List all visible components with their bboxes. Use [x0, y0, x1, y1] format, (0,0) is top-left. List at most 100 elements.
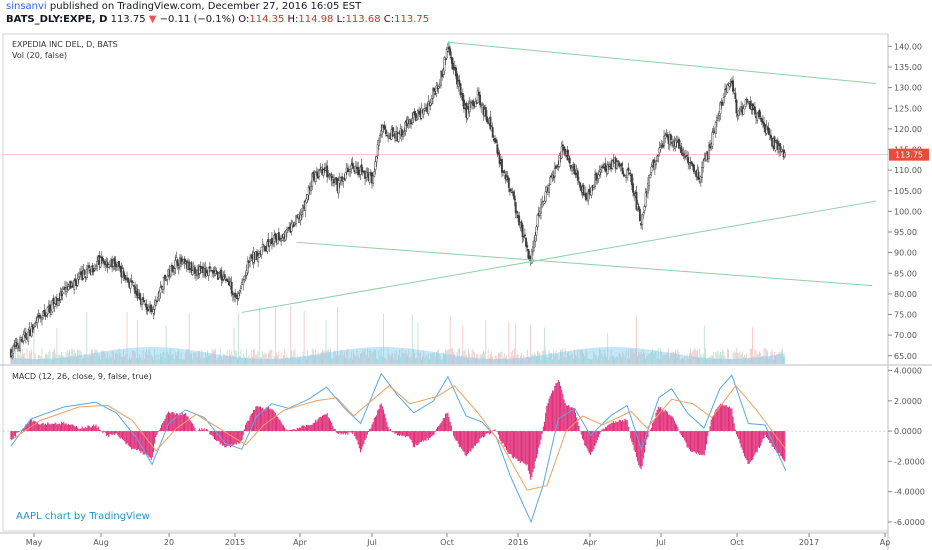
- candle-body: [337, 180, 340, 194]
- down-arrow-icon: ▼: [148, 14, 157, 25]
- candle-body: [444, 58, 447, 60]
- candle-body: [297, 214, 300, 219]
- candle-body: [563, 146, 565, 151]
- watermark-text: AAPL chart by TradingView: [16, 511, 150, 522]
- candle-body: [719, 102, 722, 114]
- candle-body: [770, 135, 772, 139]
- change-value: −0.11 (−0.1%): [159, 14, 236, 25]
- price-tick-label: 65.00: [894, 352, 917, 361]
- candle-body: [264, 246, 267, 252]
- candle-body: [630, 174, 633, 186]
- candle-body: [451, 57, 454, 70]
- trendline: [447, 41, 877, 84]
- candle-body: [306, 194, 309, 200]
- open-value: 114.35: [249, 14, 285, 25]
- candle-body: [46, 307, 49, 315]
- candle-body: [176, 259, 179, 267]
- candle-body: [123, 275, 126, 280]
- candle-body: [558, 155, 561, 167]
- time-tick-label: Ap: [880, 538, 891, 547]
- candle-body: [712, 130, 715, 133]
- price-tick-label: 70.00: [894, 331, 917, 340]
- candle-body: [77, 276, 80, 280]
- author-link[interactable]: sinsanvi: [6, 1, 47, 12]
- candle-body: [458, 79, 461, 85]
- candle-body: [717, 116, 720, 119]
- candle-body: [526, 245, 529, 248]
- candle-body: [504, 174, 507, 179]
- price-tick-label: 140.00: [894, 42, 922, 51]
- candle-body: [522, 236, 525, 238]
- candle-body: [375, 156, 378, 163]
- candle-body: [22, 334, 25, 342]
- candle-body: [381, 124, 384, 133]
- candle-body: [602, 165, 605, 169]
- candle-body: [658, 147, 661, 154]
- candle-body: [687, 157, 690, 164]
- candle-body: [423, 108, 426, 111]
- candle-body: [315, 171, 318, 173]
- candle-body: [576, 170, 579, 181]
- candle-body: [256, 251, 258, 260]
- candle-body: [619, 165, 622, 167]
- candle-body: [675, 140, 678, 143]
- time-tick-label: Jul: [366, 538, 377, 547]
- candle-body: [326, 165, 329, 178]
- candle-body: [162, 276, 165, 290]
- candle-body: [91, 265, 94, 273]
- candle-body: [476, 90, 479, 104]
- candle-body: [351, 162, 354, 167]
- candle-body: [666, 134, 669, 138]
- candle-body: [99, 257, 102, 268]
- candle-body: [533, 240, 536, 248]
- candle-body: [379, 135, 381, 142]
- candle-body: [571, 167, 574, 172]
- candle-body: [656, 155, 659, 161]
- candle-body: [242, 279, 245, 286]
- candle-body: [373, 171, 376, 177]
- candle-body: [466, 108, 469, 119]
- candle-body: [450, 56, 453, 59]
- candle-body: [24, 332, 27, 339]
- candle-body: [318, 170, 321, 177]
- candle-body: [510, 189, 513, 191]
- candle-body: [579, 182, 582, 188]
- candle-body: [753, 106, 756, 115]
- candle-body: [357, 167, 360, 176]
- candle-body: [680, 146, 683, 154]
- candle-body: [372, 175, 375, 184]
- candle-body: [761, 121, 764, 124]
- trendlines: [241, 41, 877, 313]
- candle-body: [352, 165, 355, 169]
- price-tick-label: 120.00: [894, 125, 922, 134]
- time-tick-label: Aug: [93, 538, 109, 547]
- candle-body: [384, 129, 387, 134]
- volume-bars: [10, 305, 786, 364]
- candle-body: [435, 85, 438, 94]
- price-tick-label: 105.00: [894, 187, 922, 196]
- candle-body: [495, 139, 498, 143]
- candle-body: [61, 291, 64, 295]
- candle-body: [737, 110, 740, 116]
- candle-body: [620, 163, 623, 167]
- candle-body: [76, 278, 79, 286]
- candle-body: [543, 200, 546, 204]
- candle-body: [461, 93, 464, 102]
- candle-body: [73, 280, 76, 290]
- candle-body: [300, 212, 303, 215]
- candle-body: [641, 214, 644, 225]
- candle-body: [413, 110, 416, 116]
- candle-body: [53, 303, 56, 307]
- candle-body: [525, 237, 528, 247]
- candle-body: [404, 121, 407, 131]
- candle-body: [114, 261, 117, 268]
- candle-body: [779, 143, 782, 150]
- candle-body: [768, 134, 771, 136]
- candle-body: [175, 257, 178, 261]
- candle-body: [131, 281, 134, 284]
- candle-body: [290, 223, 293, 232]
- candle-body: [27, 331, 30, 342]
- candle-body: [707, 145, 710, 159]
- time-tick-label: Apr: [293, 538, 308, 547]
